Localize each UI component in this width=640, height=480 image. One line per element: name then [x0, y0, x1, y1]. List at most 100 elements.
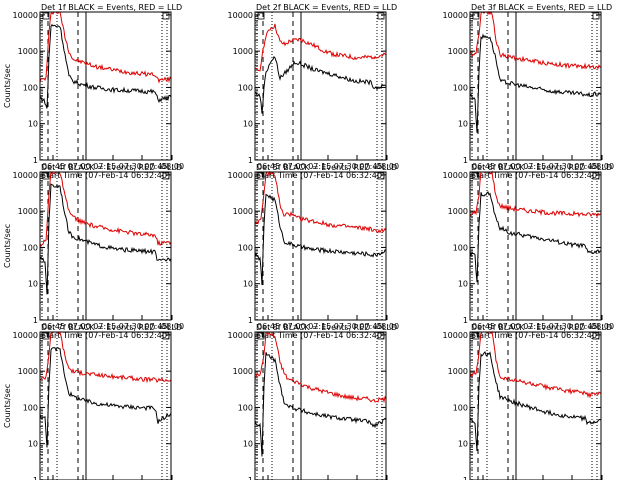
interval-marker-box — [257, 12, 265, 20]
y-tick-label: 10000 — [443, 331, 468, 340]
y-tick-label: 100 — [23, 243, 38, 252]
panel-title: Det 6f BLACK = Events, RED = LLD — [471, 163, 612, 172]
interval-marker-box — [377, 332, 385, 340]
detector-panel-5: Det 5f BLACK = Events, RED = LLD 1 10 100 10… — [228, 163, 400, 340]
detector-panel-7: Det 7f BLACK = Events, RED = LLD Counts/s… — [3, 323, 182, 480]
x-axis-label: Start Time (07-Feb-14 06:32:40) — [256, 331, 385, 340]
x-tick-label-last: 08:00 — [591, 322, 614, 331]
y-tick-label: 10000 — [228, 331, 253, 340]
y-tick-label: 1 — [463, 316, 468, 325]
series-lld-line — [39, 11, 172, 84]
y-tick-label: 10 — [243, 280, 253, 289]
y-tick-label: 1000 — [448, 367, 468, 376]
series-events-line — [254, 352, 387, 457]
plot-frame — [469, 331, 602, 480]
interval-marker-box — [472, 12, 480, 20]
x-tick-label-last: 08:00 — [376, 162, 399, 171]
interval-marker-box — [472, 332, 480, 340]
interval-marker-box — [162, 172, 170, 180]
x-tick-labels: 06:45 07:00 07:15 07:30 07:45 — [472, 162, 597, 171]
detector-panel-2: Det 2f BLACK = Events, RED = LLD 1 10 100 10… — [228, 3, 400, 180]
plot-frame — [469, 171, 602, 321]
y-tick-label: 1 — [33, 476, 38, 480]
panel-title: Det 9f BLACK = Events, RED = LLD — [471, 323, 612, 332]
series-lld-line — [254, 331, 387, 404]
y-tick-label: 10 — [243, 440, 253, 449]
y-tick-label: 100 — [453, 403, 468, 412]
plot-frame — [39, 11, 172, 161]
interval-marker-box — [592, 12, 600, 20]
panel-title: Det 2f BLACK = Events, RED = LLD — [256, 3, 397, 12]
plot-frame — [254, 171, 387, 321]
series-events-line — [469, 351, 602, 451]
y-tick-label: 10 — [28, 120, 38, 129]
x-tick-labels: 06:45 07:00 07:15 07:30 07:45 — [257, 162, 382, 171]
interval-marker-box — [42, 12, 50, 20]
x-axis-label: Start Time (07-Feb-14 06:32:40) — [41, 171, 170, 180]
y-tick-label: 1000 — [448, 207, 468, 216]
x-tick-labels: 06:45 07:00 07:15 07:30 07:45 — [42, 162, 167, 171]
x-tick-label-last: 08:00 — [376, 322, 399, 331]
detector-panel-6: Det 6f BLACK = Events, RED = LLD 1 10 100 10… — [443, 163, 615, 340]
panel-title: Det 1f BLACK = Events, RED = LLD — [41, 3, 182, 12]
x-axis-label: Start Time (07-Feb-14 06:32:40) — [256, 171, 385, 180]
interval-marker-box — [592, 172, 600, 180]
series-events-line — [254, 193, 387, 286]
x-tick-labels: 06:45 07:00 07:15 07:30 07:45 — [42, 322, 167, 331]
plot-frame — [469, 11, 602, 161]
y-tick-label: 100 — [23, 403, 38, 412]
series-lld-line — [254, 170, 387, 234]
y-tick-label: 1 — [248, 156, 253, 165]
y-tick-label: 100 — [238, 243, 253, 252]
panel-title: Det 5f BLACK = Events, RED = LLD — [256, 163, 397, 172]
y-tick-label: 1 — [248, 476, 253, 480]
interval-marker-box — [162, 12, 170, 20]
interval-marker-box — [162, 332, 170, 340]
plot-frame — [39, 171, 172, 321]
x-tick-labels: 06:45 07:00 07:15 07:30 07:45 — [257, 322, 382, 331]
y-tick-label: 10000 — [443, 171, 468, 180]
y-tick-label: 100 — [23, 83, 38, 92]
y-tick-label: 10 — [458, 280, 468, 289]
x-axis-label: Start Time (07-Feb-14 06:32:40) — [41, 331, 170, 340]
interval-marker-box — [592, 332, 600, 340]
y-tick-label: 1 — [33, 316, 38, 325]
y-tick-label: 1000 — [448, 47, 468, 56]
panel-title: Det 4f BLACK = Events, RED = LLD — [41, 163, 182, 172]
y-tick-label: 1000 — [18, 207, 38, 216]
y-tick-label: 1 — [248, 316, 253, 325]
y-tick-label: 10000 — [443, 11, 468, 20]
interval-marker-box — [42, 332, 50, 340]
y-axis-label: Counts/sec — [3, 64, 12, 108]
interval-marker-box — [257, 332, 265, 340]
y-axis-label: Counts/sec — [3, 384, 12, 428]
y-tick-label: 1 — [463, 476, 468, 480]
panel-title: Det 7f BLACK = Events, RED = LLD — [41, 323, 182, 332]
y-tick-label: 1 — [33, 156, 38, 165]
y-tick-label: 10000 — [228, 11, 253, 20]
y-tick-label: 10000 — [228, 171, 253, 180]
interval-marker-box — [257, 172, 265, 180]
detector-panel-3: Det 3f BLACK = Events, RED = LLD 1 10 100 10… — [443, 3, 615, 180]
y-axis-label: Counts/sec — [3, 224, 12, 268]
y-tick-label: 1000 — [233, 47, 253, 56]
x-tick-labels: 06:45 07:00 07:15 07:30 07:45 — [472, 322, 597, 331]
x-axis-label: Start Time (07-Feb-14 06:32:40) — [471, 331, 600, 340]
detector-panel-4: Det 4f BLACK = Events, RED = LLD Counts/s… — [3, 163, 184, 340]
series-events-line — [39, 347, 172, 448]
panel-title: Det 8f BLACK = Events, RED = LLD — [256, 323, 397, 332]
y-tick-label: 10000 — [13, 171, 38, 180]
interval-marker-box — [377, 172, 385, 180]
y-tick-label: 1000 — [18, 367, 38, 376]
x-axis-label: Start Time (07-Feb-14 06:32:40) — [471, 171, 600, 180]
series-events-line — [39, 183, 172, 295]
y-tick-label: 1000 — [233, 367, 253, 376]
series-lld-line — [469, 10, 602, 70]
x-tick-label-last: 08:00 — [161, 162, 184, 171]
series-lld-line — [39, 331, 172, 384]
y-tick-label: 10 — [28, 440, 38, 449]
plot-frame — [254, 331, 387, 480]
series-lld-line — [254, 23, 387, 72]
panel-title: Det 3f BLACK = Events, RED = LLD — [471, 3, 612, 12]
